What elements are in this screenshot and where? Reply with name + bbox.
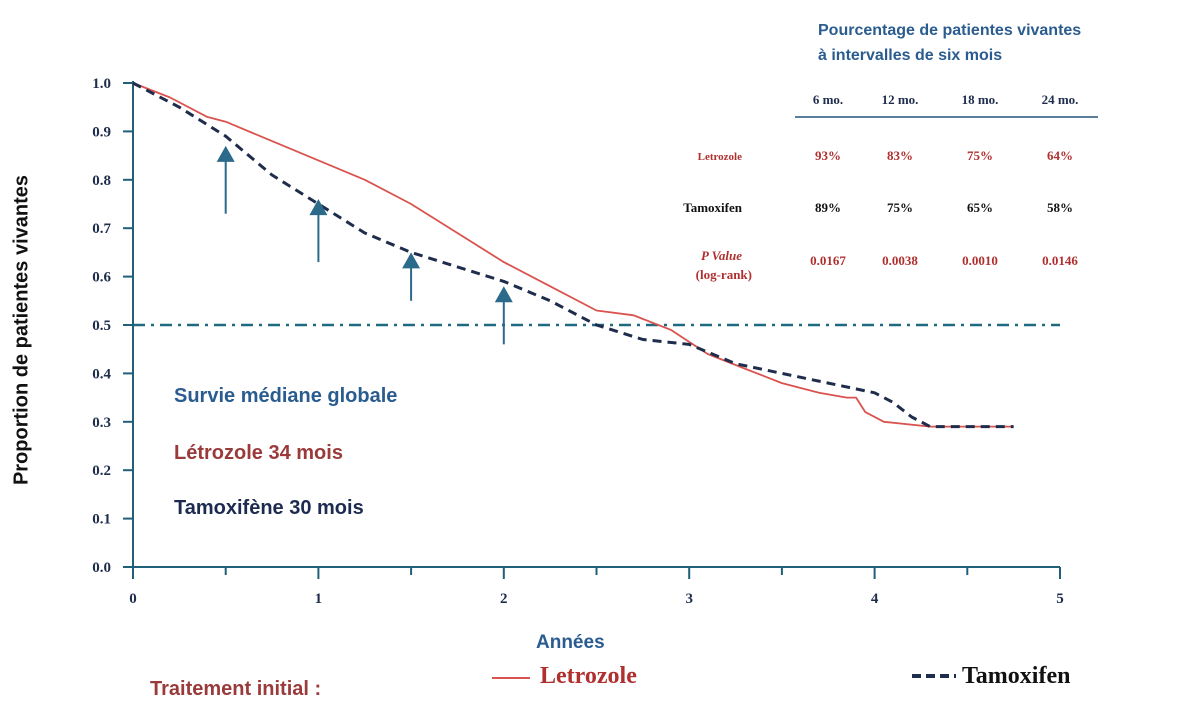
legend-lines — [492, 674, 956, 679]
x-axis-title: Années — [536, 632, 605, 653]
series-letrozole — [132, 82, 1014, 428]
table-col-header: 12 mo. — [882, 92, 919, 107]
table-row-label: Letrozole — [698, 151, 743, 163]
y-tick-label: 0.2 — [92, 463, 111, 479]
x-tick-label: 4 — [871, 591, 879, 607]
arrow-head — [494, 286, 513, 303]
y-tick-label: 0.7 — [92, 221, 111, 237]
y-tick-label: 0.6 — [92, 270, 111, 286]
arrow-head — [216, 145, 235, 162]
arrow-head — [402, 252, 421, 269]
y-tick-label: 0.8 — [92, 173, 111, 189]
axes: 0.0 0.1 0.2 0.3 0.4 0.5 0.6 0.7 0.8 0.9 1.0 0 1 2 3 4 5 — [92, 76, 1064, 607]
median-title: Survie médiane globale — [174, 385, 398, 407]
table-title: Pourcentage de patientes vivantes à inte… — [818, 18, 1081, 68]
x-tick-label: 2 — [500, 591, 508, 607]
legend-prefix: Traitement initial : — [150, 678, 322, 700]
y-axis-title: Proportion de patientes vivantes — [10, 174, 33, 486]
table-row-label2: (log-rank) — [696, 267, 752, 282]
table-cell: 83% — [887, 148, 913, 163]
series-layer — [132, 81, 1014, 429]
table-cell: 0.0010 — [962, 253, 998, 268]
tamoxifen-median: Tamoxifène 30 mois — [174, 497, 364, 519]
x-tick-label: 5 — [1056, 591, 1064, 607]
table-cell: 75% — [887, 200, 913, 215]
y-tick-label: 0.3 — [92, 415, 111, 431]
table-title-line2: à intervalles de six mois — [818, 47, 1003, 64]
arrow-head — [309, 199, 328, 216]
table-cell: 65% — [967, 200, 993, 215]
table-title-line1: Pourcentage de patientes vivantes — [818, 22, 1082, 39]
table-cell: 0.0146 — [1042, 253, 1078, 268]
legend-tamoxifen: Tamoxifen — [962, 663, 1071, 689]
table-cell: 0.0167 — [810, 253, 846, 268]
table-cell: 89% — [815, 200, 841, 215]
percent-table: 6 mo. 12 mo. 18 mo. 24 mo. Letrozole 93% 83% 75… — [683, 92, 1098, 282]
table-cell: 58% — [1047, 200, 1073, 215]
table-col-header: 18 mo. — [962, 92, 999, 107]
table-row-label: P Value — [701, 248, 742, 263]
table-col-header: 6 mo. — [813, 92, 843, 107]
table-col-header: 24 mo. — [1042, 92, 1079, 107]
x-tick-label: 3 — [685, 591, 693, 607]
table-cell: 0.0038 — [882, 253, 918, 268]
y-tick-label: 0.1 — [92, 512, 111, 528]
y-tick-label: 0.5 — [92, 318, 111, 334]
table-row-label: Tamoxifen — [683, 200, 743, 215]
table-cell: 75% — [967, 148, 993, 163]
table-cell: 64% — [1047, 148, 1073, 163]
letrozole-median: Létrozole 34 mois — [174, 442, 343, 464]
table-cell: 93% — [815, 148, 841, 163]
y-tick-label: 0.0 — [92, 560, 111, 576]
x-tick-label: 1 — [315, 591, 323, 607]
series-tamoxifen — [132, 81, 1014, 429]
arrows-layer — [216, 145, 513, 345]
y-tick-label: 0.9 — [92, 124, 111, 140]
legend-letrozole: Letrozole — [540, 663, 637, 689]
x-tick-label: 0 — [129, 591, 137, 607]
y-tick-label: 0.4 — [92, 366, 111, 382]
y-tick-label: 1.0 — [92, 76, 111, 92]
